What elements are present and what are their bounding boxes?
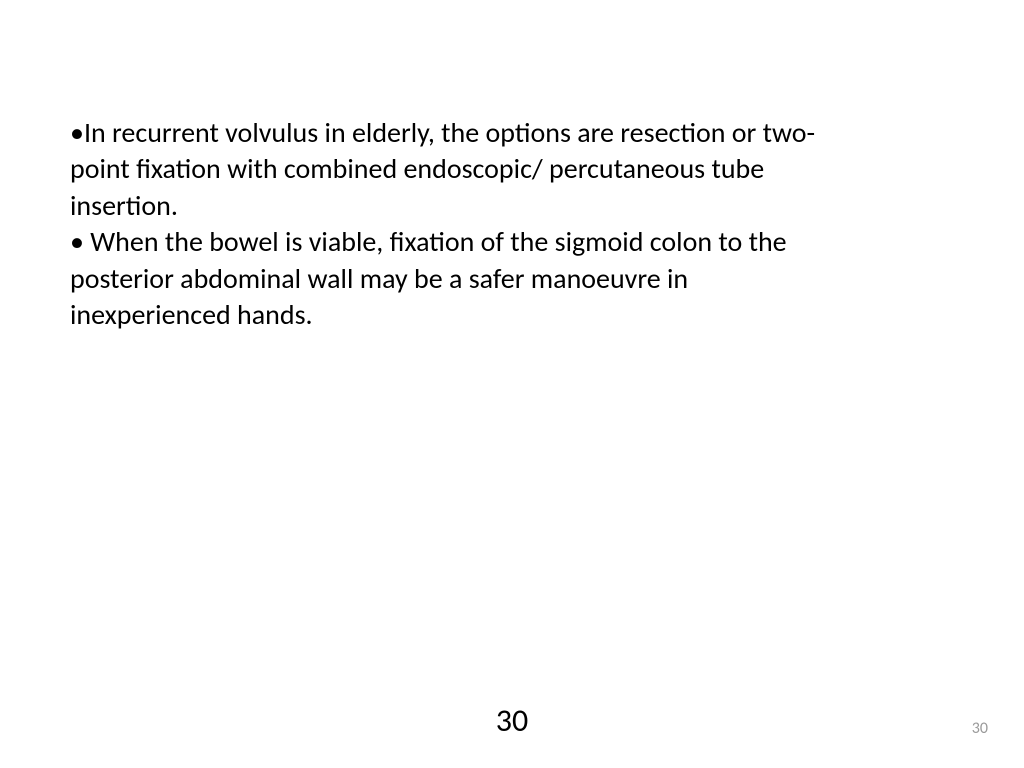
slide-body: •In recurrent volvulus in elderly, the o… [70,115,830,333]
bullet-item: •In recurrent volvulus in elderly, the o… [70,115,815,223]
page-number-center: 30 [496,701,528,740]
bullet-item: • When the bowel is viable, fixation of … [70,224,787,332]
page-number-corner: 30 [972,719,988,738]
